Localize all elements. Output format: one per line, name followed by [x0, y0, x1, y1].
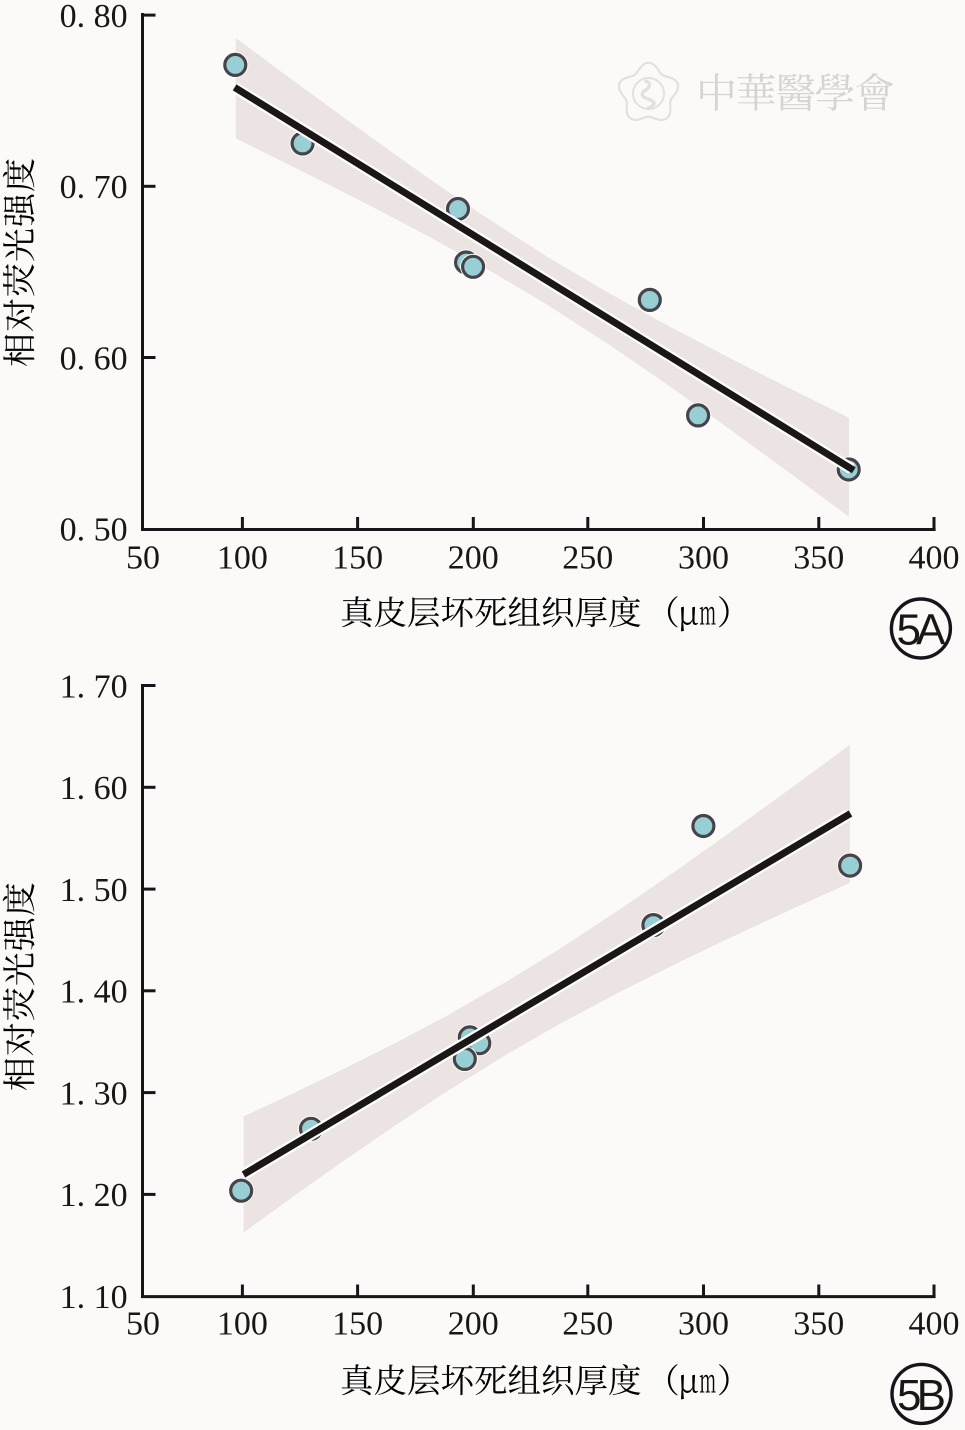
svg-text:350: 350: [793, 1306, 844, 1343]
svg-text:100: 100: [217, 1306, 268, 1343]
svg-text:0. 60: 0. 60: [60, 340, 128, 377]
svg-text:0. 50: 0. 50: [60, 512, 128, 549]
svg-text:150: 150: [332, 1306, 383, 1343]
svg-text:400: 400: [909, 1306, 960, 1343]
svg-text:350: 350: [793, 540, 844, 577]
svg-text:1. 40: 1. 40: [60, 974, 128, 1011]
svg-text:1. 70: 1. 70: [60, 668, 128, 705]
svg-text:5A: 5A: [897, 606, 947, 655]
svg-text:1. 60: 1. 60: [60, 770, 128, 807]
svg-text:300: 300: [678, 540, 729, 577]
svg-text:1. 20: 1. 20: [60, 1177, 128, 1214]
svg-text:150: 150: [332, 540, 383, 577]
svg-text:100: 100: [217, 540, 268, 577]
svg-text:1. 10: 1. 10: [60, 1279, 128, 1316]
svg-text:1. 30: 1. 30: [60, 1075, 128, 1112]
svg-text:1. 50: 1. 50: [60, 872, 128, 909]
svg-text:50: 50: [126, 540, 160, 577]
svg-text:50: 50: [126, 1306, 160, 1343]
svg-text:5B: 5B: [897, 1371, 946, 1420]
svg-text:300: 300: [678, 1306, 729, 1343]
svg-text:400: 400: [909, 540, 960, 577]
svg-text:0. 80: 0. 80: [60, 0, 128, 35]
svg-text:0. 70: 0. 70: [60, 169, 128, 206]
svg-text:200: 200: [448, 1306, 499, 1343]
svg-text:200: 200: [448, 540, 499, 577]
svg-text:250: 250: [562, 540, 613, 577]
svg-text:250: 250: [562, 1306, 613, 1343]
